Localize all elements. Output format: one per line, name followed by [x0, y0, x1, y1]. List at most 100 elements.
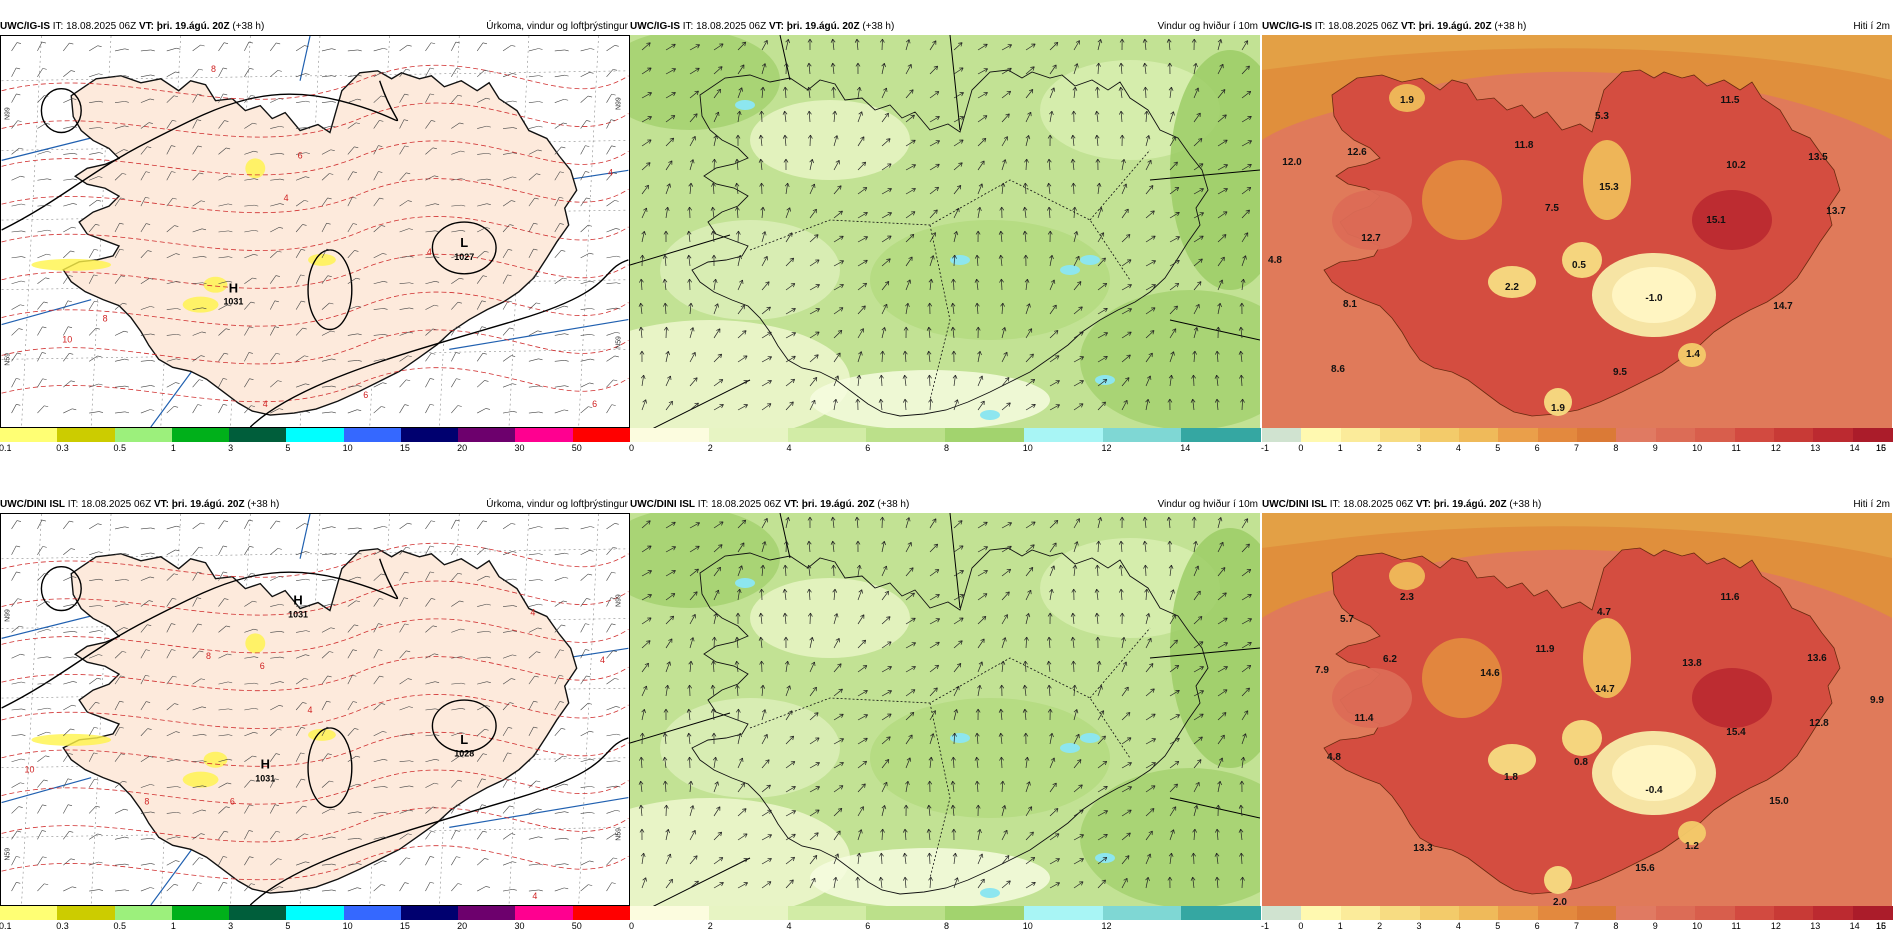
isobar — [249, 737, 629, 905]
wind-arrow-head — [835, 638, 840, 643]
wind-barb — [502, 889, 513, 892]
wind-barb — [63, 728, 71, 737]
colorbar-tick: 4 — [1455, 443, 1461, 453]
wind-barb — [88, 833, 98, 840]
wind-arrow — [1121, 737, 1132, 745]
wind-arrow-head — [928, 278, 934, 283]
wind-barb-tick — [175, 860, 180, 862]
wind-arrow-head — [1244, 710, 1249, 715]
wind-barb — [425, 856, 431, 866]
wind-barb-tick — [509, 224, 514, 226]
wind-arrow — [1001, 830, 1008, 841]
wind-arrow — [1025, 637, 1028, 649]
wind-arrow — [1048, 661, 1051, 673]
temperature-zone — [1612, 745, 1696, 801]
region-border — [749, 627, 1151, 879]
wind-arrow-head — [1070, 134, 1076, 139]
wind-barb — [88, 702, 96, 711]
wind-arrow-head — [832, 588, 838, 593]
wind-barb — [244, 301, 252, 310]
wind-arrow — [1025, 353, 1034, 363]
wind-barb-tick — [70, 250, 75, 253]
wind-barb — [399, 119, 405, 129]
colorbar-tick: 0.1 — [0, 443, 12, 453]
wind-barb-tick — [304, 523, 309, 525]
wind-arrow — [1145, 713, 1156, 721]
wind-barb — [192, 785, 203, 788]
wind-arrow — [929, 374, 931, 387]
map-area[interactable]: H L 1031 1027 8 6 4 8 10 4 6 4 6 4 N99 N99 N59 N59 — [0, 35, 630, 428]
map-area[interactable] — [630, 513, 1260, 906]
wind-barb-tick — [616, 255, 621, 258]
wind-arrow-head — [716, 806, 721, 811]
colorbar-tick: 3 — [228, 443, 234, 453]
wind-barb-tick — [329, 302, 334, 305]
wind-arrow-head — [1223, 642, 1228, 647]
wind-arrow — [1120, 541, 1123, 553]
wind-arrow-head — [1049, 732, 1054, 738]
wind-arrow-head — [1168, 374, 1174, 379]
isobar — [1, 558, 399, 709]
wind-barb — [373, 225, 382, 233]
wind-arrow-head — [856, 86, 862, 91]
wind-arrow — [1001, 44, 1012, 51]
wind-arrow — [977, 160, 985, 171]
coastline — [691, 547, 1209, 895]
map-area[interactable]: 2.3 11.6 4.7 5.7 11.9 13.8 6.2 13.6 14.6 7.9 14.7 9… — [1262, 513, 1892, 906]
wind-barb — [270, 178, 281, 181]
wind-barb — [166, 573, 175, 581]
latitude-label: N59 — [615, 828, 622, 841]
colorbar-tick: 15 — [399, 921, 410, 931]
wind-arrow — [1097, 63, 1100, 75]
map-area[interactable]: HLH103110281031864108444106N99N99N59N59 — [0, 513, 630, 906]
wind-barb-tick — [430, 881, 435, 884]
model-name: UWC/IG-IS — [1262, 21, 1312, 32]
wind-arrow-head — [689, 637, 695, 642]
wind-barb-tick — [301, 248, 306, 251]
colorbar-swatch — [572, 428, 631, 442]
colorbar-tick: 30 — [514, 443, 525, 453]
wind-barb-tick — [564, 863, 569, 865]
gust-patch — [1080, 255, 1100, 265]
wind-arrow-head — [1240, 278, 1246, 283]
wind-barb — [244, 707, 255, 711]
wind-barb — [218, 882, 224, 892]
wind-barb-tick — [305, 889, 310, 891]
map-area[interactable] — [630, 35, 1260, 428]
wind-barb-tick — [176, 308, 181, 310]
wind-arrow — [809, 786, 820, 793]
wind-arrow-head — [911, 617, 916, 622]
wind-barb-tick — [431, 352, 436, 355]
wind-arrow — [665, 615, 674, 625]
wind-barb — [89, 127, 100, 129]
wind-arrow-head — [815, 737, 820, 742]
wind-arrow-head — [974, 756, 980, 761]
wind-arrow — [1073, 356, 1084, 363]
wind-arrow — [952, 757, 955, 769]
wind-arrow-head — [980, 878, 985, 884]
wind-barb-tick — [224, 830, 229, 833]
wind-arrow — [1145, 307, 1156, 315]
pressure-value: 1031 — [255, 774, 275, 784]
wind-barb-tick — [589, 860, 594, 863]
wind-barb-tick — [407, 678, 412, 680]
wind-arrow — [881, 87, 887, 99]
wind-arrow-head — [688, 780, 694, 785]
wind-barb — [425, 882, 431, 892]
wind-arrow-head — [858, 351, 863, 356]
wind-arrow — [1169, 690, 1180, 697]
valid-time: þri. 19.ágú. 20Z — [171, 499, 245, 510]
wind-barb — [554, 838, 565, 840]
wind-barb-tick — [199, 172, 204, 175]
wind-arrow-head — [670, 115, 676, 120]
wind-arrow — [809, 159, 813, 171]
wind-barb — [477, 705, 487, 711]
colorbar-swatch — [1023, 428, 1103, 442]
latitude-label: N99 — [5, 609, 12, 622]
wind-arrow-head — [905, 302, 910, 308]
temperature-zone — [1422, 638, 1502, 718]
wind-arrow — [785, 661, 789, 673]
wind-arrow — [881, 713, 892, 721]
map-area[interactable]: 1.9 11.5 5.3 11.8 12.6 12.0 10.2 13.5 15.3 7.5 13.… — [1262, 35, 1892, 428]
wind-arrow — [1168, 39, 1171, 51]
